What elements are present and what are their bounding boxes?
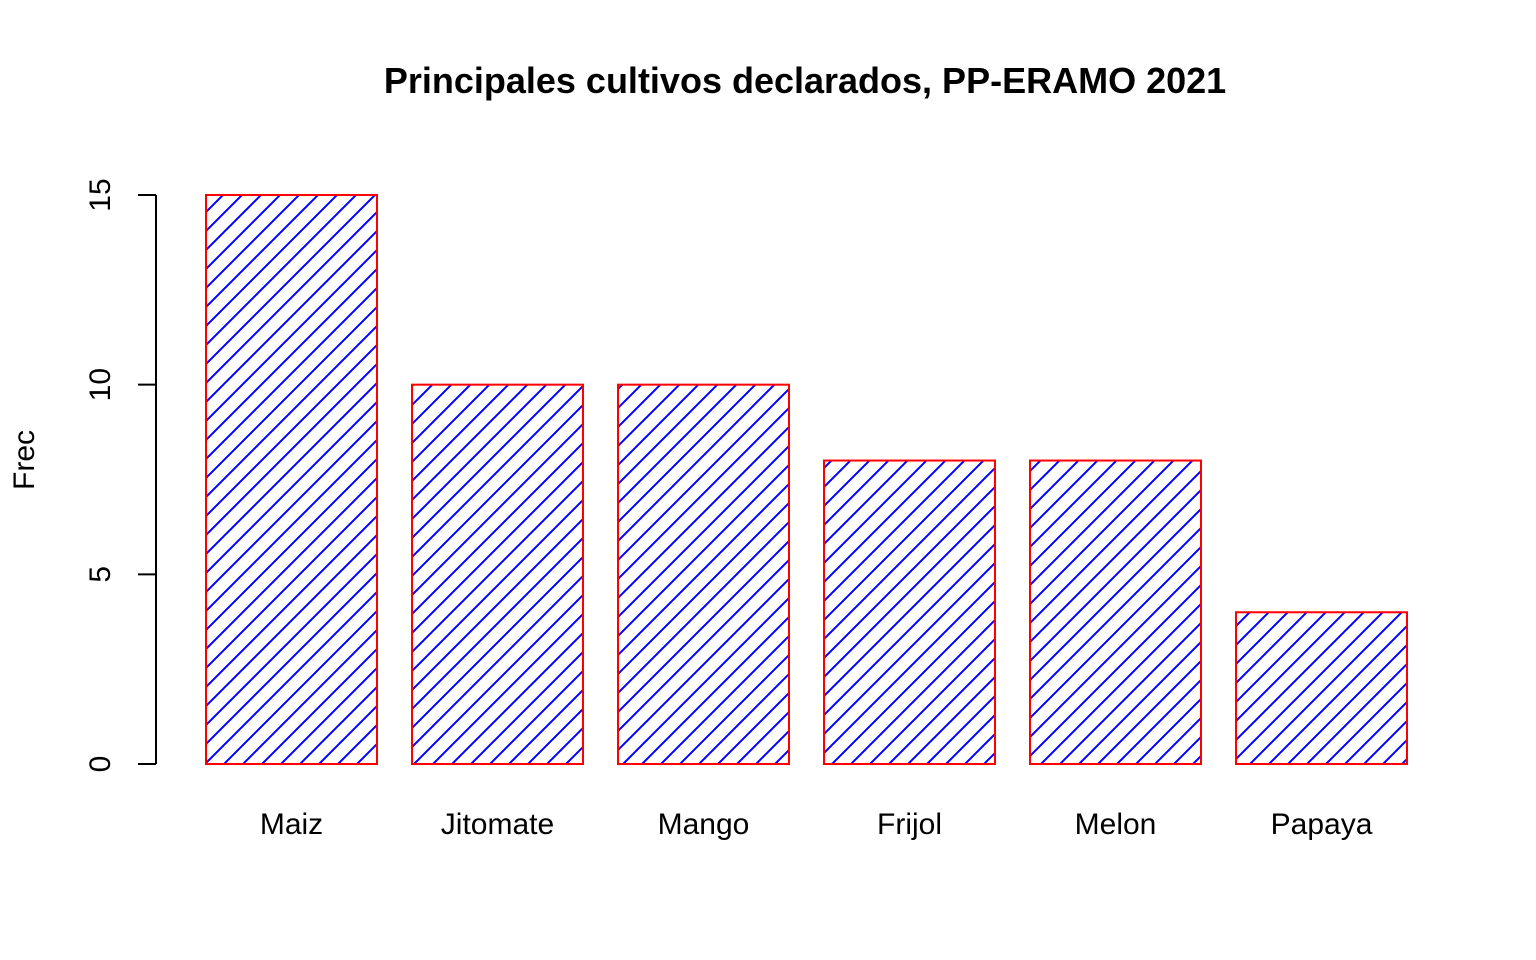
y-tick-label: 15 [84, 178, 117, 211]
x-tick-label: Mango [658, 808, 750, 841]
bar-mango [617, 383, 790, 765]
bar-maiz [205, 194, 378, 765]
x-tick-label: Frijol [877, 808, 942, 841]
y-tick-label: 10 [84, 368, 117, 401]
x-tick-label: Papaya [1271, 808, 1373, 841]
chart-title: Principales cultivos declarados, PP-ERAM… [384, 60, 1226, 101]
bar-frijol [823, 459, 996, 765]
x-tick-label: Jitomate [441, 808, 554, 841]
y-tick-label: 0 [84, 756, 117, 773]
bar-jitomate [411, 383, 584, 765]
bar-papaya [1235, 611, 1408, 765]
bar-melon [1029, 459, 1202, 765]
bars-group [205, 194, 1408, 765]
x-tick-label: Melon [1075, 808, 1157, 841]
y-axis: 0 5 10 15 [84, 178, 157, 773]
x-tick-label: Maiz [260, 808, 323, 841]
y-axis-title: Frec [8, 430, 41, 490]
x-axis-labels: Maiz Jitomate Mango Frijol Melon Papaya [260, 808, 1373, 841]
y-tick-label: 5 [84, 566, 117, 583]
